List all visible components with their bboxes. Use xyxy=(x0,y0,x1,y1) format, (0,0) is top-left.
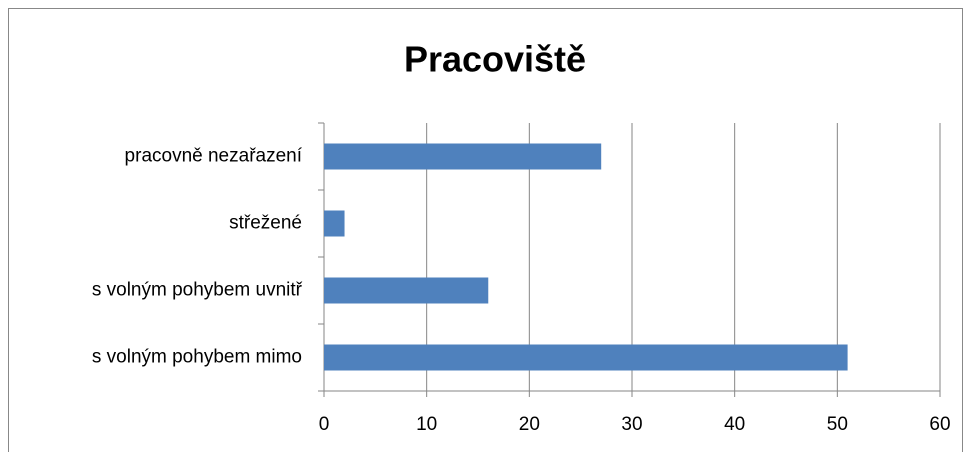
x-tick-label: 20 xyxy=(519,414,540,435)
bar xyxy=(324,344,848,371)
x-tick-label: 30 xyxy=(621,414,642,435)
y-tick-label: střežené xyxy=(229,213,302,234)
chart-title: Pracoviště xyxy=(404,39,586,80)
x-tick-label: 10 xyxy=(416,414,437,435)
y-tick-label: s volným pohybem uvnitř xyxy=(92,280,303,301)
x-tick-label: 60 xyxy=(929,414,950,435)
x-tick-label: 0 xyxy=(319,414,330,435)
x-tick-label: 40 xyxy=(724,414,745,435)
bar xyxy=(324,277,489,304)
x-tick-label: 50 xyxy=(827,414,848,435)
y-tick-label: pracovně nezařazení xyxy=(125,146,303,167)
y-tick-label: s volným pohybem mimo xyxy=(92,347,302,368)
bar xyxy=(324,210,345,237)
chart-frame xyxy=(8,8,963,452)
bar xyxy=(324,143,602,170)
